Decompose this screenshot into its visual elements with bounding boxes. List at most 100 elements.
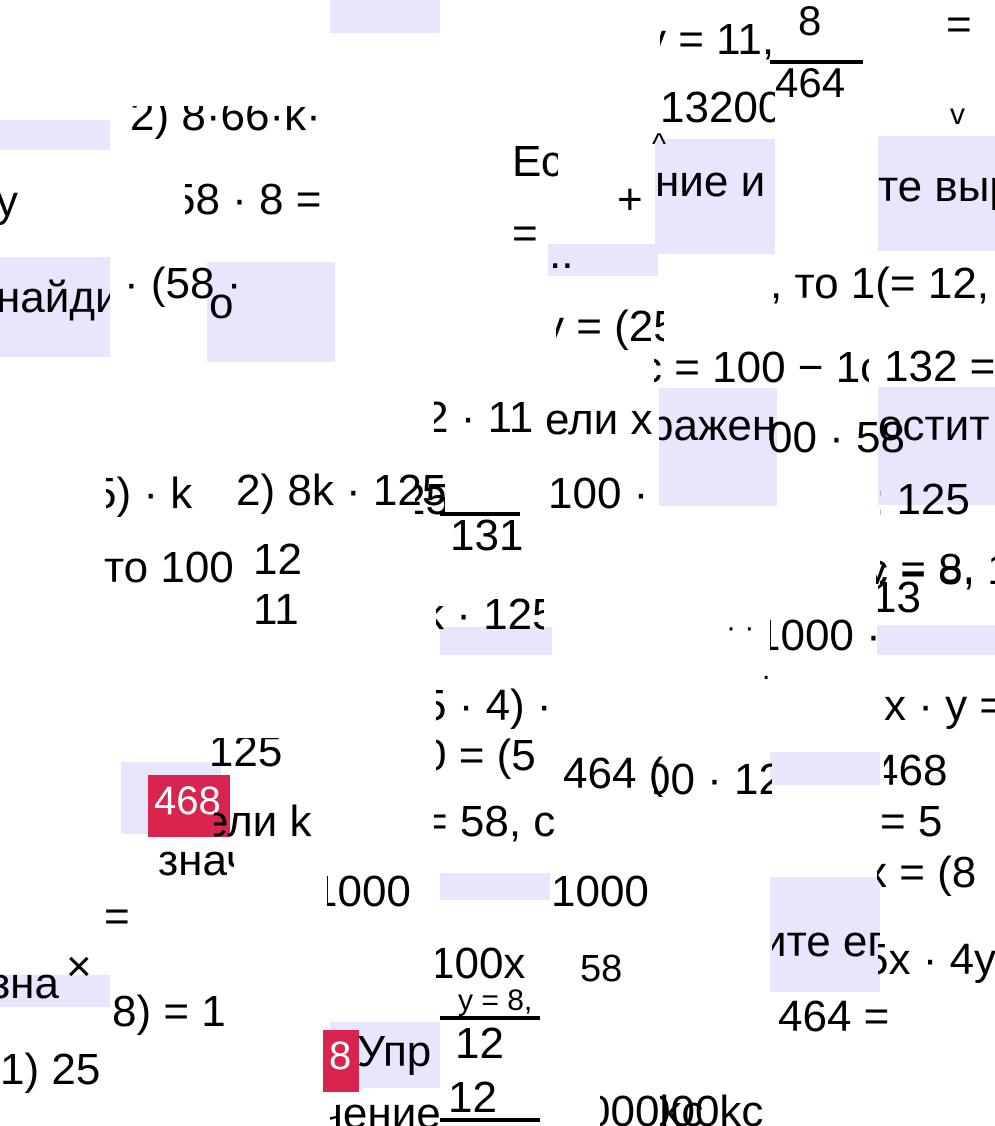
- fragment-clip: y = 11,: [660, 18, 785, 66]
- math-fragment: 0 = (5: [436, 738, 536, 780]
- fragment-clip: 100x: [436, 944, 551, 988]
- math-fragment: 00 · 58: [768, 413, 905, 462]
- math-fragment: ; 125: [880, 480, 970, 524]
- text-highlight: [770, 752, 880, 785]
- math-fragment: зна: [0, 962, 59, 1008]
- fragment-clip: ели k: [214, 800, 324, 846]
- fragment-clip: 13200: [660, 86, 775, 134]
- math-fragment: 5x · 4y: [878, 938, 995, 984]
- math-fragment: о: [209, 279, 234, 328]
- math-fragment: 11: [253, 585, 299, 634]
- math-fragment: Упр: [357, 1027, 432, 1076]
- fragment-clip: = 5: [880, 800, 995, 846]
- math-fragment: ..: [549, 229, 574, 278]
- math-fragment: ние и: [655, 160, 775, 206]
- math-fragment: найди: [0, 276, 110, 322]
- fraction-bar: [440, 512, 520, 516]
- math-fragment: 00 · 12: [654, 758, 772, 804]
- math-fragment: 468: [884, 752, 948, 795]
- text-highlight: [659, 388, 777, 506]
- text-highlight: [655, 139, 775, 254]
- text-highlight: [0, 257, 110, 357]
- fragment-clip: ите ег: [772, 920, 880, 966]
- math-fragment: 100 ·: [548, 469, 649, 518]
- text-highlight: [770, 877, 880, 992]
- math-fragment: те выр: [878, 165, 995, 211]
- math-fragment: y = (25: [556, 305, 664, 351]
- fragment-clip: ражен: [659, 404, 777, 450]
- math-fragment: x · y =: [884, 684, 995, 730]
- math-fragment: знач: [158, 845, 234, 885]
- fraction-bar: [440, 1118, 540, 1122]
- math-fragment: y: [0, 177, 18, 226]
- math-fragment: · 125: [196, 738, 283, 774]
- math-fragment: остит: [878, 404, 990, 450]
- fragment-clip: 0 = (5: [436, 738, 554, 782]
- math-fragment: 1000: [551, 867, 649, 916]
- math-fragment: 131: [450, 511, 524, 560]
- fragment-clip: Ес: [512, 140, 558, 188]
- fragment-clip: c = 100 − 1с: [654, 348, 869, 392]
- math-fragment: k · 125: [436, 596, 544, 638]
- math-fragment: x = (8: [877, 855, 977, 897]
- math-fragment: 464: [775, 59, 846, 106]
- exercise-badge[interactable]: 468: [148, 775, 230, 837]
- math-fragment: =: [104, 892, 130, 941]
- math-fragment: 1000: [327, 870, 411, 916]
- math-fragment: = 58, с: [434, 800, 556, 846]
- fragment-clip: , то 1(= 12, y: [770, 262, 995, 308]
- fragment-clip: 1) 25: [0, 1048, 110, 1098]
- math-fragment: .: [762, 653, 771, 686]
- fragment-clip: найди: [0, 276, 110, 324]
- fragment-clip: 000kс: [660, 1090, 790, 1126]
- fragment-clip: 5) · k ·: [106, 472, 206, 518]
- math-fragment: 58: [580, 948, 623, 990]
- math-fragment: ите ег: [772, 920, 880, 966]
- math-fragment: y = 11,: [660, 18, 775, 64]
- math-fragment: 5) · k ·: [106, 472, 206, 518]
- math-fragment: = 5: [880, 800, 943, 846]
- fragment-clip: c = 8, 1: [880, 548, 995, 594]
- math-fragment: y = 8,: [458, 984, 533, 1017]
- math-fragment: 000kс: [600, 1090, 704, 1126]
- math-fragment: 58 · 8 =: [185, 178, 322, 224]
- fragment-clip: 1000 ·: [770, 614, 882, 662]
- math-fragment: 12: [455, 1019, 504, 1068]
- fragment-clip: y = 8,: [876, 566, 995, 584]
- fragment-clip: 58 · 8 =: [185, 178, 335, 224]
- exercise-badge[interactable]: 8: [323, 1030, 359, 1092]
- math-fragment: v: [950, 98, 965, 131]
- math-fragment: 13: [878, 578, 921, 622]
- math-fragment: 25: [415, 478, 445, 520]
- math-fragment: 5 · 4) ·: [436, 684, 548, 730]
- text-highlight: [330, 0, 440, 33]
- math-fragment: 132 =: [884, 342, 995, 391]
- text-highlight: [548, 244, 658, 276]
- fragment-clip: ; 125: [880, 480, 995, 524]
- fragment-clip: те выр: [878, 165, 995, 213]
- math-fragment: · ·: [726, 611, 755, 644]
- math-fragment: 100x: [436, 944, 526, 988]
- math-fragment: ели k: [214, 800, 324, 846]
- math-fragment: ели x: [545, 395, 665, 444]
- fraction-bar: [770, 60, 863, 64]
- math-fragment: 12: [253, 535, 302, 584]
- text-highlight: [440, 627, 552, 655]
- fragment-clip: 25: [415, 478, 445, 520]
- fragment-clip: 13: [878, 578, 995, 622]
- fragment-clip: x = (8: [877, 855, 995, 897]
- fragment-clip: y = (25: [556, 305, 664, 353]
- math-fragment: y = 8,: [876, 566, 975, 584]
- fragment-clip: 468: [884, 752, 995, 796]
- fragment-clip: знач: [158, 845, 234, 885]
- fragment-clip: ние и: [655, 160, 775, 208]
- math-fragment: 8: [798, 0, 822, 44]
- fragment-clip: 2 · 11: [434, 396, 539, 442]
- math-fragment: 2) 8k · 125: [236, 472, 446, 514]
- fragment-clip: 2) 8·66·k·: [130, 106, 335, 142]
- math-fragment: ^: [652, 128, 667, 161]
- math-fragment: =: [946, 0, 972, 49]
- math-fragment: 2 · 11: [434, 396, 534, 442]
- fragment-clip: 2) 8k · 125: [236, 472, 446, 514]
